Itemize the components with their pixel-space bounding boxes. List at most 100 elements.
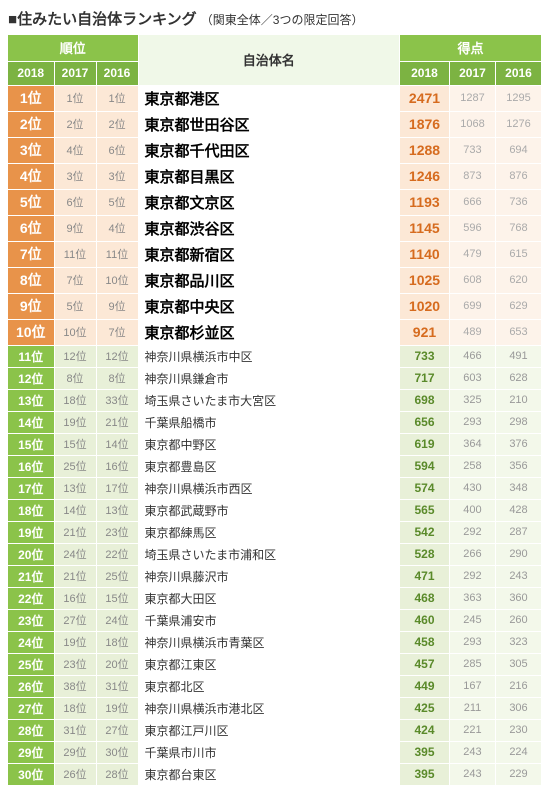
score-2016-cell: 628 (495, 367, 541, 389)
score-2017-cell: 603 (449, 367, 495, 389)
score-2016-cell: 1276 (495, 111, 541, 137)
rank-2017-cell: 1位 (54, 85, 96, 111)
score-2016-cell: 229 (495, 763, 541, 785)
rank-2018-cell: 22位 (8, 587, 54, 609)
score-2018-cell: 457 (399, 653, 449, 675)
table-row: 4位3位3位東京都目黒区1246873876 (8, 163, 542, 189)
score-2018-cell: 717 (399, 367, 449, 389)
rank-2018-cell: 29位 (8, 741, 54, 763)
rank-2016-cell: 33位 (96, 389, 138, 411)
score-2016-cell: 694 (495, 137, 541, 163)
rank-2016-cell: 12位 (96, 345, 138, 367)
score-2016-cell: 876 (495, 163, 541, 189)
score-2017-cell: 489 (449, 319, 495, 345)
score-2017-cell: 430 (449, 477, 495, 499)
table-row: 15位15位14位東京都中野区619364376 (8, 433, 542, 455)
name-cell: 神奈川県横浜市中区 (138, 345, 399, 367)
score-2017-cell: 363 (449, 587, 495, 609)
rank-2016-cell: 14位 (96, 433, 138, 455)
table-row: 27位18位19位神奈川県横浜市港北区425211306 (8, 697, 542, 719)
score-2018-cell: 1145 (399, 215, 449, 241)
score-2017-cell: 325 (449, 389, 495, 411)
rank-2018-cell: 17位 (8, 477, 54, 499)
rank-2017-cell: 21位 (54, 521, 96, 543)
score-2017-cell: 1287 (449, 85, 495, 111)
name-cell: 東京都大田区 (138, 587, 399, 609)
rank-2018-cell: 23位 (8, 609, 54, 631)
rank-2017-cell: 18位 (54, 389, 96, 411)
rank-2017-cell: 19位 (54, 631, 96, 653)
rank-2018-cell: 21位 (8, 565, 54, 587)
score-2017-cell: 293 (449, 631, 495, 653)
score-2016-cell: 348 (495, 477, 541, 499)
score-2017-cell: 258 (449, 455, 495, 477)
score-2018-cell: 395 (399, 741, 449, 763)
name-cell: 東京都台東区 (138, 763, 399, 785)
header-rank-group: 順位 (8, 35, 138, 61)
rank-2018-cell: 7位 (8, 241, 54, 267)
score-2017-cell: 479 (449, 241, 495, 267)
score-2016-cell: 216 (495, 675, 541, 697)
header-rank-2018: 2018 (8, 61, 54, 85)
name-cell: 東京都千代田区 (138, 137, 399, 163)
rank-2016-cell: 18位 (96, 631, 138, 653)
rank-2017-cell: 38位 (54, 675, 96, 697)
name-cell: 千葉県浦安市 (138, 609, 399, 631)
title-prefix: ■ (8, 11, 17, 28)
score-2018-cell: 1246 (399, 163, 449, 189)
rank-2017-cell: 23位 (54, 653, 96, 675)
table-row: 25位23位20位東京都江東区457285305 (8, 653, 542, 675)
rank-2018-cell: 13位 (8, 389, 54, 411)
rank-2016-cell: 5位 (96, 189, 138, 215)
score-2017-cell: 400 (449, 499, 495, 521)
score-2016-cell: 356 (495, 455, 541, 477)
table-row: 8位7位10位東京都品川区1025608620 (8, 267, 542, 293)
rank-2018-cell: 6位 (8, 215, 54, 241)
rank-2018-cell: 25位 (8, 653, 54, 675)
rank-2017-cell: 9位 (54, 215, 96, 241)
rank-2016-cell: 27位 (96, 719, 138, 741)
score-2017-cell: 699 (449, 293, 495, 319)
score-2018-cell: 528 (399, 543, 449, 565)
score-2018-cell: 656 (399, 411, 449, 433)
rank-2017-cell: 26位 (54, 763, 96, 785)
score-2017-cell: 266 (449, 543, 495, 565)
score-2017-cell: 466 (449, 345, 495, 367)
score-2016-cell: 360 (495, 587, 541, 609)
rank-2018-cell: 30位 (8, 763, 54, 785)
score-2018-cell: 471 (399, 565, 449, 587)
score-2017-cell: 245 (449, 609, 495, 631)
name-cell: 東京都目黒区 (138, 163, 399, 189)
rank-2017-cell: 25位 (54, 455, 96, 477)
table-row: 28位31位27位東京都江戸川区424221230 (8, 719, 542, 741)
score-2016-cell: 260 (495, 609, 541, 631)
rank-2018-cell: 1位 (8, 85, 54, 111)
name-cell: 東京都北区 (138, 675, 399, 697)
score-2018-cell: 424 (399, 719, 449, 741)
score-2018-cell: 2471 (399, 85, 449, 111)
rank-2017-cell: 4位 (54, 137, 96, 163)
title-sub: （関東全体／3つの限定回答） (201, 13, 364, 27)
table-row: 9位5位9位東京都中央区1020699629 (8, 293, 542, 319)
score-2018-cell: 733 (399, 345, 449, 367)
name-cell: 東京都文京区 (138, 189, 399, 215)
score-2017-cell: 1068 (449, 111, 495, 137)
rank-2016-cell: 24位 (96, 609, 138, 631)
score-2016-cell: 210 (495, 389, 541, 411)
rank-2017-cell: 31位 (54, 719, 96, 741)
rank-2018-cell: 20位 (8, 543, 54, 565)
rank-2017-cell: 8位 (54, 367, 96, 389)
rank-2016-cell: 3位 (96, 163, 138, 189)
table-row: 1位1位1位東京都港区247112871295 (8, 85, 542, 111)
table-row: 3位4位6位東京都千代田区1288733694 (8, 137, 542, 163)
score-2017-cell: 666 (449, 189, 495, 215)
rank-2017-cell: 13位 (54, 477, 96, 499)
rank-2018-cell: 4位 (8, 163, 54, 189)
rank-2016-cell: 2位 (96, 111, 138, 137)
table-row: 2位2位2位東京都世田谷区187610681276 (8, 111, 542, 137)
table-row: 14位19位21位千葉県船橋市656293298 (8, 411, 542, 433)
name-cell: 東京都新宿区 (138, 241, 399, 267)
rank-2017-cell: 5位 (54, 293, 96, 319)
rank-2016-cell: 20位 (96, 653, 138, 675)
score-2018-cell: 1020 (399, 293, 449, 319)
